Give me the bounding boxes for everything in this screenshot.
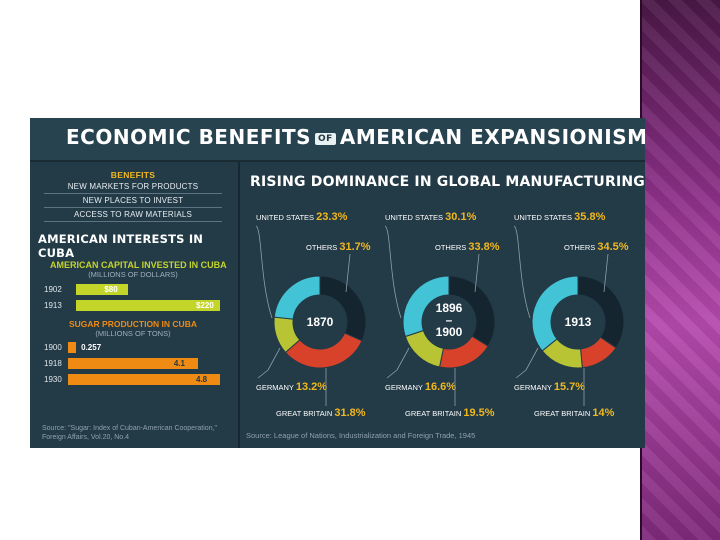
donut-center-label: 1870 [307,315,334,329]
donut-center-label: 1896–1900 [436,301,463,339]
slide-decoration-band [642,0,720,540]
donut-hole [293,295,347,349]
manufacturing-heading: RISING DOMINANCE IN GLOBAL MANUFACTURING [250,174,645,190]
title-bar: ECONOMIC BENEFITS OF AMERICAN EXPANSIONISM [30,118,645,162]
sugar-title: SUGAR PRODUCTION IN CUBA [69,319,197,329]
bar-value-label: $80 [104,285,118,294]
slice-label: UNITED STATES 35.8% [514,211,606,223]
leader-line [603,253,609,293]
donut-center-label: 1913 [565,315,592,329]
bar [68,374,220,385]
slice-label: GERMANY 15.7% [514,381,585,393]
capital-title: AMERICAN CAPITAL INVESTED IN CUBA [50,260,227,270]
leader-line [384,225,402,319]
bar [76,284,129,295]
slice-label: OTHERS 34.5% [564,241,629,253]
bar-row: 1913 $220 [30,298,236,314]
slice-label: UNITED STATES 30.1% [385,211,477,223]
manufacturing-source: Source: League of Nations, Industrializa… [246,431,476,440]
slice-label: GERMANY 16.6% [385,381,456,393]
bar-category-label: 1918 [44,359,62,368]
bar-category-label: 1913 [44,301,62,310]
title-of: OF [315,132,336,145]
benefit-item: ACCESS TO RAW MATERIALS [44,208,222,222]
leader-line [513,225,531,319]
slice-label: GREAT BRITAIN 14% [534,407,615,419]
bar-value-label: 4.1 [173,359,185,368]
bar [76,300,220,311]
cuba-heading: AMERICAN INTERESTS IN CUBA [38,232,204,260]
leader-line [257,347,281,379]
benefits-list: BENEFITS NEW MARKETS FOR PRODUCTS NEW PL… [30,170,236,222]
benefit-item: NEW PLACES TO INVEST [44,194,222,208]
slice-label: GREAT BRITAIN 19.5% [405,407,495,419]
leader-line [474,253,480,293]
right-panel: RISING DOMINANCE IN GLOBAL MANUFACTURING… [240,162,645,448]
bar-category-label: 1930 [44,375,62,384]
slice-label: GREAT BRITAIN 31.8% [276,407,366,419]
benefit-item: NEW MARKETS FOR PRODUCTS [44,180,222,194]
title-right: AMERICAN EXPANSIONISM [339,125,645,149]
sugar-bar-chart: 1900 0.257 1918 4.1 1930 4.8 [30,340,236,388]
left-panel: BENEFITS NEW MARKETS FOR PRODUCTS NEW PL… [30,162,236,448]
bar-category-label: 1900 [44,343,62,352]
sugar-units: (MILLIONS OF TONS) [95,329,171,338]
slice-label: OTHERS 31.7% [306,241,371,253]
benefits-title: BENEFITS [110,170,156,180]
leader-line [255,225,273,319]
bar [68,342,77,353]
bar-value-label: 4.8 [196,375,208,384]
donut-hole [422,295,476,349]
slice-label: OTHERS 33.8% [435,241,500,253]
panel-divider [238,162,240,448]
donut-charts-svg: 1870 UNITED STATES 23.3% OTHERS 31.7% GERMA… [255,211,629,419]
bar-row: 1900 0.257 [30,340,236,356]
title-left: ECONOMIC BENEFITS [66,125,312,149]
bar [68,358,198,369]
leader-line [345,253,351,293]
slice-label: UNITED STATES 23.3% [256,211,348,223]
bar-value-label: 0.257 [81,343,102,352]
page-title: ECONOMIC BENEFITS OF AMERICAN EXPANSIONISM [66,125,645,149]
bar-value-label: $220 [196,301,214,310]
leader-line [386,347,410,379]
bar-category-label: 1902 [44,285,62,294]
slice-label: GERMANY 13.2% [256,381,327,393]
bar-row: 1930 4.8 [30,372,236,388]
infographic: ECONOMIC BENEFITS OF AMERICAN EXPANSIONISM… [30,118,645,448]
cuba-source: Source: "Sugar: Index of Cuban-American … [42,425,218,441]
leader-line [515,347,539,379]
donut-hole [551,295,605,349]
capital-bar-chart: 1902 $80 1913 $220 [30,282,236,314]
bar-row: 1918 4.1 [30,356,236,372]
capital-units: (MILLIONS OF DOLLARS) [88,270,178,279]
bar-row: 1902 $80 [30,282,236,298]
